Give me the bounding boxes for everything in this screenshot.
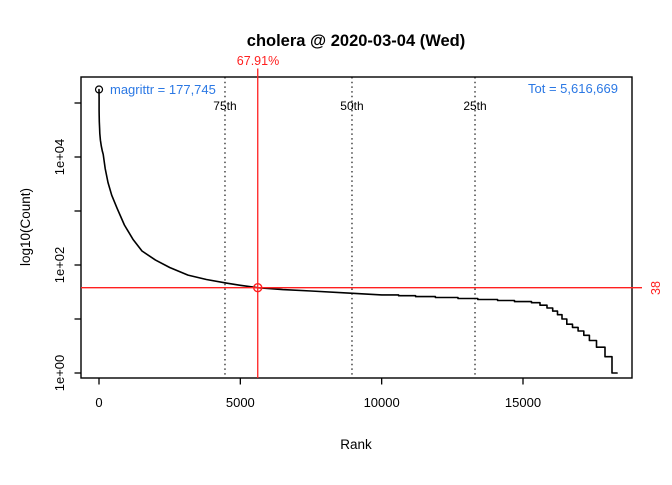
x-tick-label: 0 [95, 395, 102, 410]
percentile-guides: 75th 50th 25th [213, 77, 487, 378]
x-tick-label: 10000 [364, 395, 400, 410]
percentile-label: 75th [213, 99, 236, 113]
percentile-label: 50th [340, 99, 363, 113]
y-tick-label: 1e+00 [52, 355, 67, 392]
percent-annotation: 67.91% [237, 54, 279, 68]
y-tick-label: 1e+04 [52, 139, 67, 176]
plot-border [80, 76, 633, 379]
x-axis-title: Rank [340, 437, 372, 452]
x-tick-label: 5000 [226, 395, 255, 410]
x-axis-ticks: 0 5000 10000 15000 [95, 378, 541, 410]
chart-title: cholera @ 2020-03-04 (Wed) [247, 32, 465, 50]
total-downloads-annotation: Tot = 5,616,669 [528, 81, 618, 96]
x-tick-label: 15000 [505, 395, 541, 410]
top-package-annotation: magrittr = 177,745 [110, 82, 216, 97]
top-package-marker [94, 85, 104, 94]
percentile-label: 25th [463, 99, 486, 113]
y-axis-title: log10(Count) [18, 188, 33, 266]
crosshair-point-marker [253, 282, 263, 293]
rank-count-curve [98, 88, 618, 374]
y-tick-label: 1e+02 [52, 247, 67, 284]
crosshair-count-annotation: 38 [649, 281, 663, 295]
y-axis-ticks: 1e+00 1e+02 1e+04 [52, 102, 81, 392]
